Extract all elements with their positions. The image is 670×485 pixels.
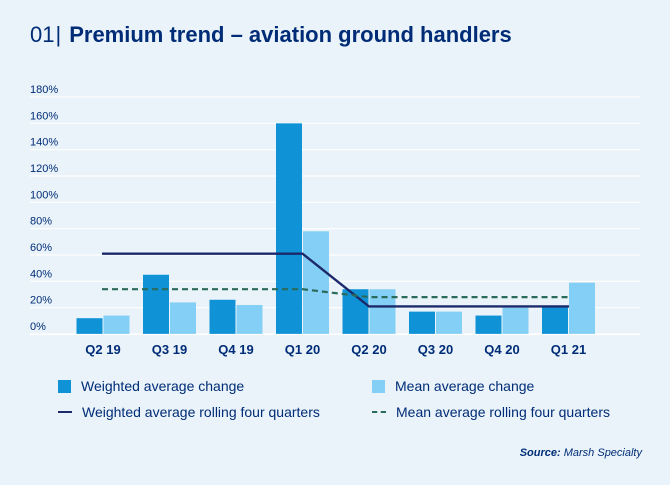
source-note: Source: Marsh Specialty bbox=[520, 447, 642, 459]
chart-area: 0% 20% 40% 60% 80% 100% 120% 140% 160% 180% Q2 19 Q… bbox=[30, 84, 640, 357]
source-text: Marsh Specialty bbox=[563, 447, 642, 459]
legend-swatch-weighted-rolling bbox=[58, 411, 72, 413]
legend-swatch-mean-change bbox=[372, 379, 385, 393]
bar-mean-average-change bbox=[103, 315, 130, 334]
figure-number: 01 bbox=[30, 22, 55, 47]
legend-swatch-mean-rolling bbox=[372, 411, 386, 413]
x-tick-label: Q3 20 bbox=[418, 342, 453, 357]
x-tick-label: Q2 19 bbox=[85, 342, 120, 357]
bar-weighted-average-change bbox=[475, 315, 502, 334]
figure-separator: | bbox=[55, 22, 62, 47]
legend-item-weighted-change: Weighted average change bbox=[58, 378, 244, 394]
legend-item-mean-change: Mean average change bbox=[372, 378, 534, 394]
bar-mean-average-change bbox=[436, 311, 462, 334]
x-tick-label: Q1 21 bbox=[551, 342, 586, 357]
legend-label-mean-change: Mean average change bbox=[395, 378, 535, 394]
x-tick-label: Q2 20 bbox=[351, 342, 386, 357]
line-mean-average-rolling-four-quarters bbox=[102, 288, 569, 299]
x-tick-label: Q4 20 bbox=[484, 342, 519, 357]
bar-weighted-average-change bbox=[276, 123, 302, 334]
bar-mean-average-change bbox=[569, 282, 595, 334]
bar-weighted-average-change bbox=[209, 299, 236, 334]
y-tick-label: 0% bbox=[30, 321, 46, 333]
bar-weighted-average-change bbox=[409, 311, 435, 334]
bar-weighted-average-change bbox=[76, 318, 103, 334]
y-tick-label: 80% bbox=[30, 216, 52, 228]
legend-item-mean-rolling: Mean average rolling four quarters bbox=[372, 404, 610, 420]
source-label: Source: bbox=[519, 447, 561, 459]
y-tick-label: 100% bbox=[30, 189, 58, 201]
legend-label-weighted-change: Weighted average change bbox=[81, 378, 245, 394]
x-tick-label: Q3 19 bbox=[152, 342, 187, 357]
y-tick-label: 60% bbox=[30, 242, 52, 254]
x-tick-label: Q1 20 bbox=[285, 342, 320, 357]
bar-weighted-average-change bbox=[143, 274, 169, 334]
y-tick-label: 120% bbox=[30, 163, 58, 175]
y-tick-label: 40% bbox=[30, 268, 52, 280]
bar-mean-average-change bbox=[502, 307, 529, 334]
x-tick-label: Q4 19 bbox=[218, 342, 253, 357]
legend-item-weighted-rolling: Weighted average rolling four quarters bbox=[58, 404, 320, 420]
legend-swatch-weighted-change bbox=[58, 379, 71, 393]
y-tick-label: 20% bbox=[30, 295, 52, 307]
bar-weighted-average-change bbox=[542, 306, 568, 334]
y-tick-label: 140% bbox=[30, 137, 58, 149]
bar-mean-average-change bbox=[170, 302, 196, 334]
y-tick-label: 180% bbox=[30, 84, 58, 96]
bar-mean-average-change bbox=[303, 231, 329, 334]
y-tick-label: 160% bbox=[30, 110, 58, 122]
legend-label-mean-rolling: Mean average rolling four quarters bbox=[396, 404, 611, 420]
chart-title-text: Premium trend – aviation ground handlers bbox=[69, 22, 512, 47]
bar-mean-average-change bbox=[369, 289, 396, 334]
chart-title: 01| Premium trend – aviation ground handl… bbox=[30, 22, 512, 48]
line-weighted-average-rolling-four-quarters bbox=[102, 252, 569, 308]
legend-label-weighted-rolling: Weighted average rolling four quarters bbox=[82, 404, 320, 420]
bar-mean-average-change bbox=[236, 305, 263, 334]
